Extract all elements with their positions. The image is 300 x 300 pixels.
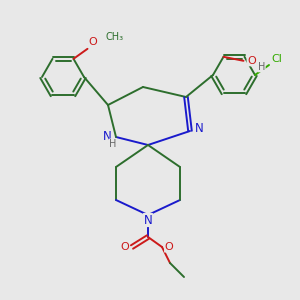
Text: H: H (258, 62, 265, 72)
Text: Cl: Cl (272, 54, 282, 64)
Text: O: O (165, 242, 173, 252)
Text: CH₃: CH₃ (106, 32, 124, 42)
Text: N: N (195, 122, 203, 136)
Text: N: N (144, 214, 152, 226)
Text: O: O (88, 37, 97, 47)
Text: O: O (121, 242, 129, 252)
Text: H: H (109, 139, 117, 149)
Text: N: N (103, 130, 111, 143)
Text: O: O (247, 56, 256, 66)
